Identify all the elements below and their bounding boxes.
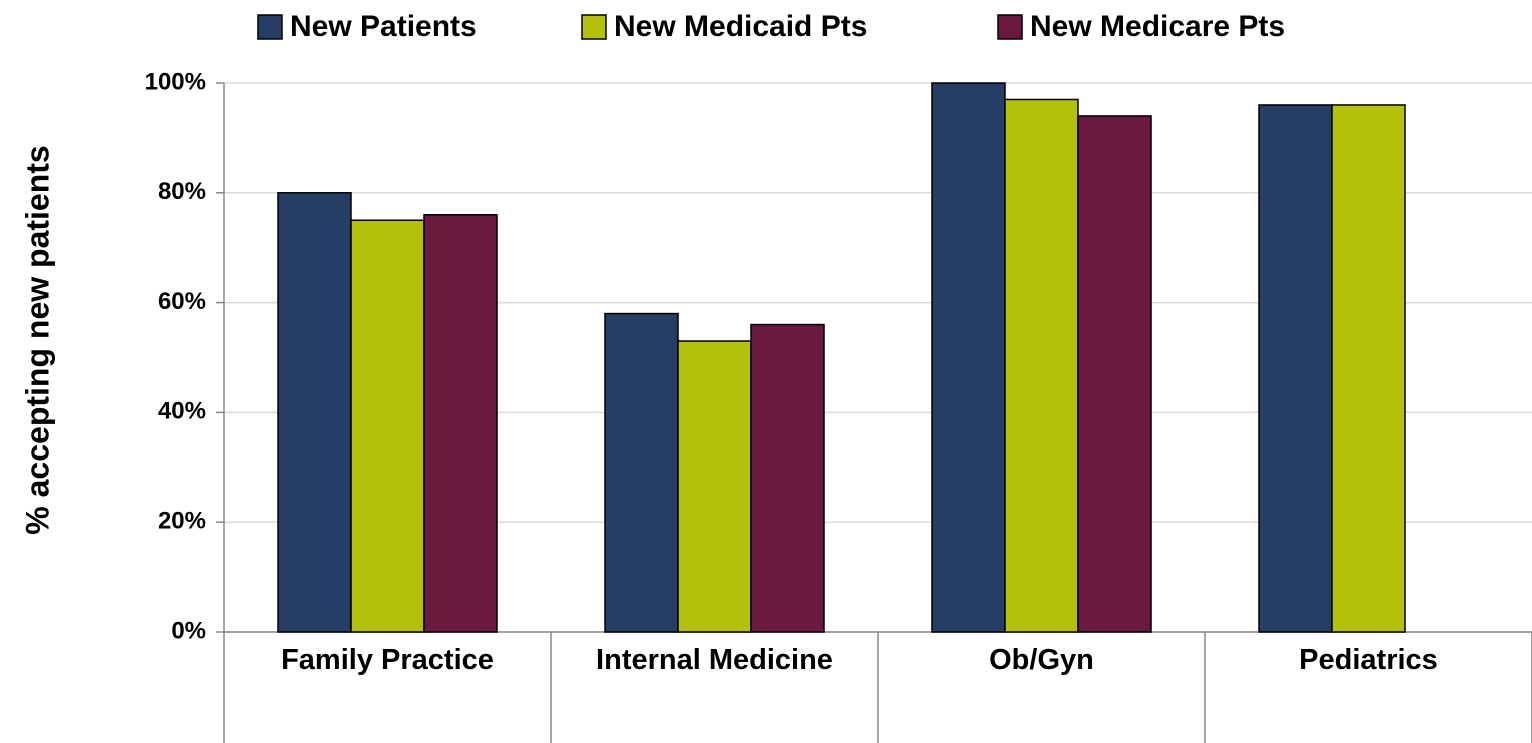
legend-swatch <box>581 14 607 40</box>
legend-label: New Medicare Pts <box>1030 10 1285 43</box>
y-axis-title: % accepting new patients <box>19 145 55 534</box>
y-tick-label: 100% <box>145 68 206 95</box>
bar <box>1331 104 1406 633</box>
bar <box>677 340 752 633</box>
bar <box>1004 98 1079 633</box>
y-tick-label: 40% <box>158 398 206 425</box>
legend-swatch <box>257 14 283 40</box>
bar <box>350 219 425 633</box>
legend-swatch <box>997 14 1023 40</box>
x-tick-label: Pediatrics <box>1299 644 1438 676</box>
x-tick-label: Ob/Gyn <box>989 644 1094 676</box>
y-tick-label: 60% <box>158 288 206 315</box>
y-tick-label: 80% <box>158 178 206 205</box>
x-tick-label: Family Practice <box>281 644 494 676</box>
y-tick-label: 0% <box>171 617 206 644</box>
bar <box>931 82 1006 633</box>
x-tick-label: Internal Medicine <box>596 644 833 676</box>
bar <box>277 192 352 633</box>
legend-label: New Medicaid Pts <box>614 10 867 43</box>
bar <box>423 214 498 633</box>
y-tick-label: 20% <box>158 508 206 535</box>
bar <box>1258 104 1333 633</box>
legend-label: New Patients <box>290 10 477 43</box>
bar <box>604 312 679 633</box>
bar <box>750 323 825 633</box>
bar <box>1077 115 1152 633</box>
